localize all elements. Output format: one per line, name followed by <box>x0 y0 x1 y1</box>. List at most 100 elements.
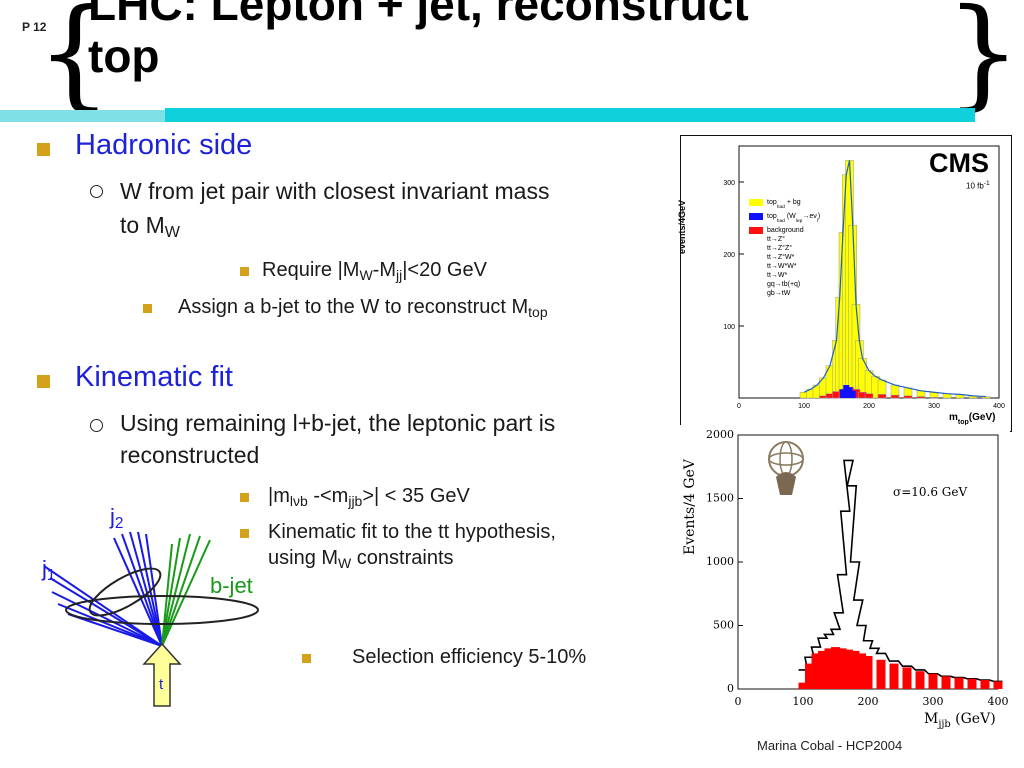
x-tick-label: 200 <box>858 695 879 708</box>
legend-item-bg4: tt→W*W* <box>767 263 797 270</box>
require-mass-window-text: Require |MW-Mjj|<20 GeV <box>262 259 487 283</box>
label-j1: j1 <box>42 556 56 584</box>
left-brace-decoration: { <box>36 0 113 123</box>
jet-cone-outline <box>88 567 162 617</box>
bar-wlep-signal <box>846 387 853 398</box>
legend-item-bg5: tt→W* <box>767 272 788 279</box>
bar-combinatorial-background <box>837 648 847 689</box>
legend-item-signal: tophad + bg <box>749 198 820 212</box>
bar-combinatorial-background <box>876 659 886 689</box>
bar-background <box>929 397 939 399</box>
bar-wlep-signal <box>840 389 846 398</box>
y-tick-label: 500 <box>713 619 734 632</box>
heading-hadronic-side: Hadronic side <box>75 129 253 161</box>
x-tick-label: 0 <box>735 695 742 708</box>
bar-combinatorial-background <box>824 648 834 689</box>
kinematic-fit-text: Kinematic fit to the tt hypothesis, usin… <box>268 521 556 571</box>
legend-item-background: background <box>749 226 820 235</box>
page-number: P 12 <box>22 20 47 34</box>
atlas-mjjb-plot: 0 100 200 300 400 0 500 1000 1500 2000 σ=10.6 GeV… <box>680 425 1010 735</box>
jet-cone-bjet <box>161 533 211 647</box>
y-tick-label: 200 <box>723 252 735 259</box>
bar-combinatorial-background <box>798 682 808 689</box>
bar-combinatorial-background <box>902 667 912 689</box>
bar-background <box>916 396 926 399</box>
x-tick-label: 200 <box>863 403 875 410</box>
bar-combinatorial-background <box>941 676 951 689</box>
bar-combinatorial-background <box>928 673 938 689</box>
slide-title: LHC: Lepton + jet, reconstruct top <box>88 0 749 82</box>
bar-wlep-signal <box>849 390 856 398</box>
y-tick-label: 100 <box>723 324 735 331</box>
cms-luminosity: 10 fb-1 <box>966 180 990 191</box>
label-t: t <box>159 676 164 693</box>
title-underline-bar <box>165 108 975 122</box>
atlas-ylabel: Events/4 GeV <box>682 459 698 555</box>
mass-cut-text: |mlνb -<mjjb>| < 35 GeV <box>268 485 470 509</box>
bar-combinatorial-background <box>954 677 964 689</box>
x-tick-label: 100 <box>798 403 810 410</box>
title-underline-light <box>0 110 170 122</box>
legend-item-bg6: gq→tb(+q) <box>767 281 801 288</box>
assign-bjet-text: Assign a b-jet to the W to reconstruct M… <box>178 296 548 320</box>
leptonic-part-text: Using remaining l+b-jet, the leptonic pa… <box>120 410 556 468</box>
footer-author: Marina Cobal - HCP2004 <box>757 738 903 753</box>
w-from-jet-pair-text: W from jet pair with closest invariant m… <box>120 178 550 241</box>
x-tick-label: 300 <box>928 403 940 410</box>
atlas-xlabel: Mjjb (GeV) <box>924 711 996 730</box>
bar-combinatorial-background <box>980 680 990 689</box>
bar-combinatorial-background <box>818 650 827 689</box>
jet-diagram <box>43 531 259 707</box>
legend-item-wlep: tophad (Wlep→eνl) <box>749 212 820 226</box>
jet-cone-j1 <box>43 565 163 647</box>
cms-mtop-plot: 0 100 200 300 400 100 200 300 CMS 10 fb-1 event… <box>677 135 1012 432</box>
bullet-square-icon <box>302 654 311 663</box>
x-tick-label: 400 <box>993 403 1005 410</box>
heading-kinematic-fit: Kinematic fit <box>75 361 233 393</box>
atlas-chart-svg: 0 100 200 300 400 0 500 1000 1500 2000 <box>706 428 1009 708</box>
bar-combinatorial-background <box>857 653 866 689</box>
x-tick-label: 0 <box>737 403 741 410</box>
atlas-logo-icon <box>768 441 804 495</box>
bar-combinatorial-background <box>850 650 860 689</box>
right-brace-decoration: } <box>945 0 1022 123</box>
bar-background <box>903 395 913 399</box>
top-quark-arrow <box>142 642 182 707</box>
legend-item-bg3: tt→Z°W* <box>767 254 795 261</box>
selection-efficiency-text: Selection efficiency 5-10% <box>352 646 587 668</box>
bar-combinatorial-background <box>805 663 814 689</box>
bullet-square-icon <box>37 143 50 156</box>
bullet-square-icon <box>143 304 152 313</box>
bar-background <box>864 393 874 399</box>
bar-combinatorial-background <box>915 671 925 689</box>
label-j2: j2 <box>110 504 124 532</box>
x-tick-label: 100 <box>793 695 814 708</box>
y-tick-label: 1500 <box>706 492 734 505</box>
y-tick-label: 0 <box>727 682 734 695</box>
bar-combinatorial-background <box>967 678 977 689</box>
bar-combinatorial-background <box>993 681 1003 689</box>
y-tick-label: 1000 <box>706 555 734 568</box>
x-tick-label: 400 <box>988 695 1009 708</box>
cms-ylabel: events/4GeV <box>677 199 687 254</box>
cms-chart-svg: 0 100 200 300 400 100 200 300 <box>723 145 1005 410</box>
bullet-square-icon <box>240 493 249 502</box>
label-bjet: b-jet <box>210 573 253 598</box>
atlas-sigma-annotation: σ=10.6 GeV <box>893 485 968 499</box>
y-tick-label: 2000 <box>706 428 734 441</box>
bullet-square-icon <box>37 375 50 388</box>
bar-combinatorial-background <box>889 663 899 689</box>
legend-item-bg7: gb→tW <box>767 290 791 297</box>
bar-combinatorial-background <box>863 655 873 689</box>
bullet-circle-icon <box>90 419 103 432</box>
bar-background <box>890 394 900 399</box>
series-line-total <box>798 459 1003 683</box>
title-line-2: top <box>88 30 160 82</box>
beam-ellipse <box>65 595 259 625</box>
cms-legend: tophad + bg tophad (Wlep→eνl) background… <box>749 198 820 298</box>
cms-fit-curve <box>803 160 987 398</box>
jet-cone-j2 <box>113 531 163 647</box>
bullet-square-icon <box>240 267 249 276</box>
bar-combinatorial-background <box>811 653 821 689</box>
x-tick-label: 300 <box>923 695 944 708</box>
